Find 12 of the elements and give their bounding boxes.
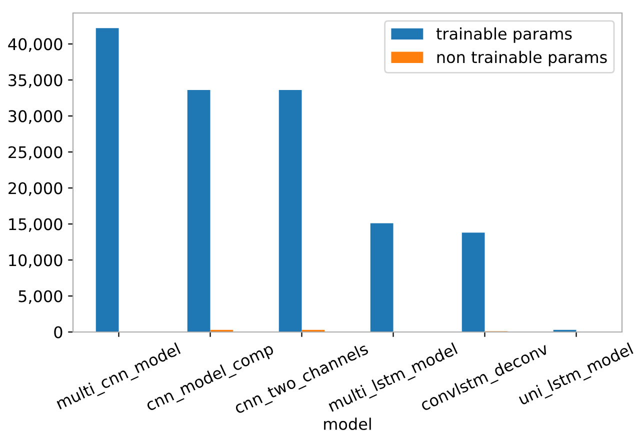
y-tick-label: 15,000 [9,218,62,232]
y-tick-label: 10,000 [9,254,62,268]
y-tick-label: 30,000 [8,110,62,124]
y-tick-label: 35,000 [8,74,62,88]
x-axis-title: model [324,418,371,430]
legend-label: non trainable params [437,50,607,66]
y-tick-label: 40,000 [8,38,62,52]
legend-label: trainable params [436,27,572,43]
y-tick-label: 20,000 [8,182,62,196]
y-tick-label: 0 [54,326,62,338]
y-tick-label: 5,000 [18,290,62,304]
y-tick-label: 25,000 [8,146,62,160]
